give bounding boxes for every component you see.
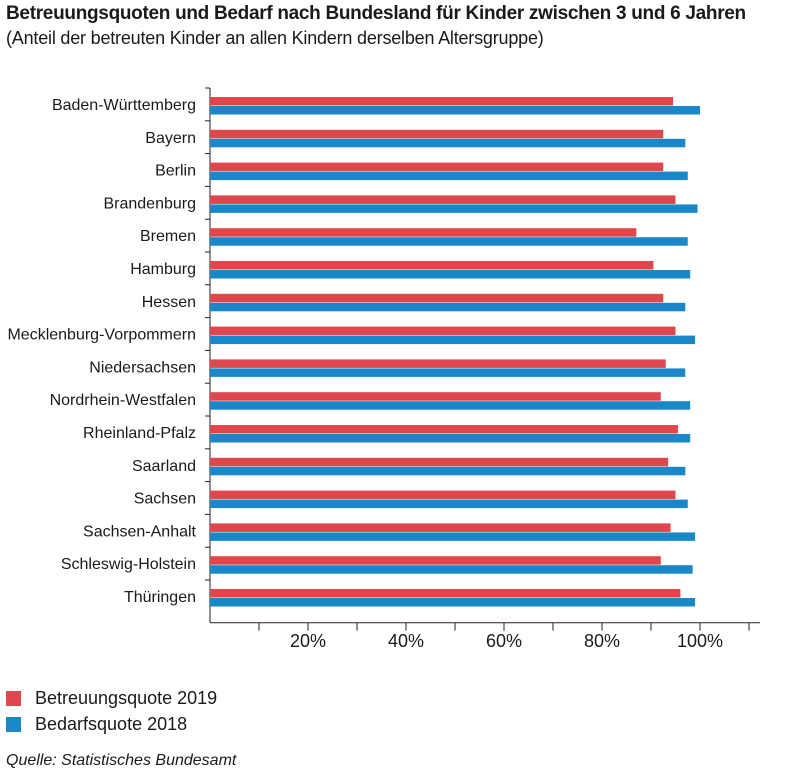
legend-label-betreuungsquote: Betreuungsquote 2019 — [35, 688, 218, 708]
category-label: Berlin — [155, 163, 196, 180]
category-label: Niedersachsen — [89, 359, 196, 376]
bar-bedarfsquote — [210, 138, 686, 148]
category-label: Brandenburg — [103, 195, 196, 212]
x-tick-label: 100% — [677, 631, 723, 651]
category-label: Thüringen — [124, 589, 196, 606]
bar-betreuungsquote — [210, 195, 676, 204]
bar-bedarfsquote — [210, 368, 686, 377]
bar-betreuungsquote — [210, 261, 654, 270]
bar-betreuungsquote — [210, 97, 674, 106]
bar-bedarfsquote — [210, 532, 696, 541]
bar-bedarfsquote — [210, 401, 691, 410]
category-label: Rheinland-Pfalz — [83, 425, 196, 442]
bar-betreuungsquote — [210, 392, 661, 401]
bar-bedarfsquote — [210, 434, 691, 443]
legend-item-betreuungsquote: Betreuungsquote 2019 — [6, 688, 217, 709]
bar-bedarfsquote — [210, 598, 696, 607]
category-label: Sachsen-Anhalt — [83, 523, 197, 540]
category-label: Nordrhein-Westfalen — [50, 392, 196, 409]
legend-item-bedarfsquote: Bedarfsquote 2018 — [6, 714, 187, 735]
category-label: Sachsen — [134, 491, 196, 508]
bar-betreuungsquote — [210, 556, 661, 565]
bar-betreuungsquote — [210, 425, 678, 434]
x-tick-label: 80% — [584, 631, 620, 651]
category-label: Baden-Württemberg — [52, 97, 196, 114]
category-label: Schleswig-Holstein — [61, 556, 196, 573]
bar-betreuungsquote — [210, 490, 676, 500]
bar-bedarfsquote — [210, 466, 686, 476]
x-tick-label: 60% — [486, 631, 522, 651]
bar-betreuungsquote — [210, 129, 664, 139]
category-label: Bremen — [140, 228, 196, 245]
category-label: Hessen — [142, 294, 196, 311]
bar-betreuungsquote — [210, 359, 666, 368]
bar-betreuungsquote — [210, 293, 664, 303]
legend-swatch-betreuungsquote — [6, 691, 21, 706]
category-label: Bayern — [145, 130, 196, 147]
source-note: Quelle: Statistisches Bundesamt — [6, 752, 237, 769]
category-label: Saarland — [132, 458, 196, 475]
bar-betreuungsquote — [210, 228, 637, 237]
bar-bedarfsquote — [210, 565, 693, 574]
bar-bedarfsquote — [210, 302, 686, 312]
x-tick-label: 20% — [290, 631, 326, 651]
legend-label-bedarfsquote: Bedarfsquote 2018 — [35, 714, 188, 734]
bar-betreuungsquote — [210, 162, 664, 172]
bar-betreuungsquote — [210, 326, 676, 336]
bar-betreuungsquote — [210, 457, 669, 467]
bar-bedarfsquote — [210, 270, 691, 279]
bar-bedarfsquote — [210, 171, 688, 181]
category-label: Hamburg — [130, 261, 196, 278]
legend-swatch-bedarfsquote — [6, 717, 21, 732]
category-label: Mecklenburg-Vorpommern — [7, 327, 196, 344]
bar-bedarfsquote — [210, 499, 688, 509]
bar-betreuungsquote — [210, 523, 671, 532]
chart-title: Betreuungsquoten und Bedarf nach Bundesl… — [6, 3, 746, 24]
bar-bedarfsquote — [210, 204, 698, 213]
bar-bedarfsquote — [210, 106, 700, 115]
bar-bedarfsquote — [210, 237, 688, 246]
chart-subtitle: (Anteil der betreuten Kinder an allen Ki… — [6, 28, 544, 48]
bar-bedarfsquote — [210, 335, 696, 345]
bar-betreuungsquote — [210, 589, 681, 598]
x-tick-label: 40% — [388, 631, 424, 651]
